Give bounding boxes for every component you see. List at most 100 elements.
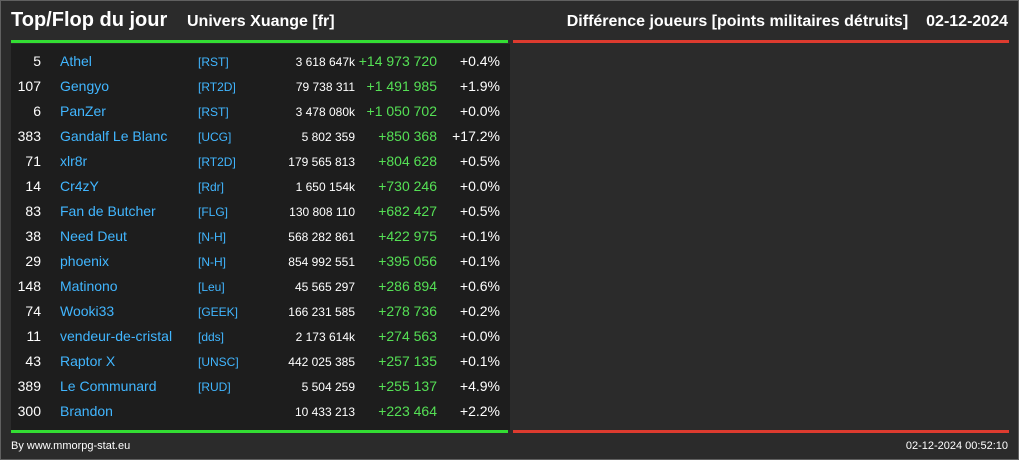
- player-name-link[interactable]: Brandon: [60, 403, 113, 419]
- points-cell: 568 282 861: [288, 230, 355, 244]
- top-divider-red: [513, 40, 1009, 43]
- percent-cell: +0.2%: [459, 303, 500, 319]
- percent-cell: +1.9%: [459, 78, 500, 94]
- difference-cell: +804 628: [378, 153, 437, 169]
- points-cell: 79 738 311: [295, 80, 355, 94]
- player-name-link[interactable]: xlr8r: [60, 153, 88, 169]
- table-row: 148 Matinono [Leu] 45 565 297 +286 894 +0.6%: [11, 273, 510, 298]
- metric-label: Différence joueurs [points militaires dé…: [566, 13, 909, 30]
- alliance-tag-link[interactable]: [GEEK]: [198, 305, 239, 319]
- points-cell: 854 992 551: [288, 255, 355, 269]
- table-row: 11 vendeur-de-cristal [dds] 2 173 614k +274 …: [11, 323, 510, 348]
- top-list: 5 Athel [RST] 3 618 647k +14 973 720 +0.4% 107…: [11, 44, 510, 430]
- player-name-link[interactable]: Wooki33: [60, 303, 115, 319]
- difference-cell: +274 563: [378, 328, 437, 344]
- rank-cell: 383: [17, 128, 41, 144]
- difference-cell: +1 050 702: [366, 103, 437, 119]
- player-name-link[interactable]: Gandalf Le Blanc: [60, 128, 168, 144]
- alliance-tag-link[interactable]: [UNSC]: [198, 355, 239, 369]
- alliance-tag-link[interactable]: [RST]: [198, 105, 229, 119]
- player-name-link[interactable]: Matinono: [60, 278, 118, 294]
- difference-cell: +1 491 985: [366, 78, 437, 94]
- player-name-link[interactable]: Fan de Butcher: [60, 203, 156, 219]
- difference-cell: +257 135: [378, 353, 437, 369]
- rank-cell: 38: [25, 228, 41, 244]
- bottom-divider-green: [11, 430, 508, 433]
- difference-cell: +682 427: [378, 203, 437, 219]
- table-row: 74 Wooki33 [GEEK] 166 231 585 +278 736 +0.2%: [11, 298, 510, 323]
- rank-cell: 83: [25, 203, 41, 219]
- table-row: 389 Le Communard [RUD] 5 504 259 +255 137 +4.…: [11, 373, 510, 398]
- percent-cell: +17.2%: [452, 128, 500, 144]
- alliance-tag-link[interactable]: [dds]: [198, 330, 225, 344]
- rank-cell: 29: [25, 253, 41, 269]
- difference-cell: +422 975: [378, 228, 437, 244]
- rank-cell: 11: [26, 328, 41, 344]
- table-row: 107 Gengyo [RT2D] 79 738 311 +1 491 985 +1.9%: [11, 73, 510, 98]
- difference-cell: +223 464: [378, 403, 437, 419]
- alliance-tag-link[interactable]: [N-H]: [198, 255, 226, 269]
- alliance-tag-link[interactable]: [Rdr]: [198, 180, 225, 194]
- percent-cell: +0.1%: [459, 353, 500, 369]
- player-name-link[interactable]: Raptor X: [60, 353, 116, 369]
- player-name-link[interactable]: PanZer: [60, 103, 106, 119]
- rank-cell: 74: [25, 303, 41, 319]
- rank-cell: 6: [33, 103, 41, 119]
- points-cell: 442 025 385: [288, 355, 355, 369]
- player-name-link[interactable]: phoenix: [60, 253, 110, 269]
- points-cell: 5 504 259: [301, 380, 355, 394]
- player-name-link[interactable]: vendeur-de-cristal: [60, 328, 173, 344]
- alliance-tag-link[interactable]: [RUD]: [198, 380, 231, 394]
- difference-cell: +14 973 720: [358, 53, 437, 69]
- player-name-link[interactable]: Gengyo: [60, 78, 110, 94]
- rank-cell: 107: [17, 78, 41, 94]
- difference-cell: +286 894: [378, 278, 437, 294]
- percent-cell: +0.0%: [459, 328, 500, 344]
- points-cell: 3 478 080k: [295, 105, 355, 119]
- rank-cell: 5: [33, 53, 41, 69]
- alliance-tag-link[interactable]: [N-H]: [198, 230, 226, 244]
- bottom-divider-red: [513, 430, 1009, 433]
- percent-cell: +0.5%: [459, 203, 500, 219]
- date-label: 02-12-2024: [926, 13, 1008, 30]
- footer-credit: By www.mmorpg-stat.eu: [11, 440, 131, 452]
- table-row: 300 Brandon 10 433 213 +223 464 +2.2%: [11, 398, 510, 423]
- alliance-tag-link[interactable]: [RST]: [198, 55, 229, 69]
- percent-cell: +4.9%: [459, 378, 500, 394]
- alliance-tag-link[interactable]: [RT2D]: [198, 155, 236, 169]
- rank-cell: 14: [25, 178, 41, 194]
- table-row: 83 Fan de Butcher [FLG] 130 808 110 +682 427…: [11, 198, 510, 223]
- table-row: 6 PanZer [RST] 3 478 080k +1 050 702 +0.0%: [11, 98, 510, 123]
- alliance-tag-link[interactable]: [RT2D]: [198, 80, 236, 94]
- rank-cell: 148: [17, 278, 41, 294]
- table-row: 29 phoenix [N-H] 854 992 551 +395 056 +0.1%: [11, 248, 510, 273]
- player-name-link[interactable]: Le Communard: [60, 378, 157, 394]
- percent-cell: +0.1%: [459, 253, 500, 269]
- player-name-link[interactable]: Cr4zY: [60, 178, 99, 194]
- flop-list: [513, 44, 1009, 430]
- points-cell: 3 618 647k: [295, 55, 355, 69]
- percent-cell: +0.6%: [459, 278, 500, 294]
- alliance-tag-link[interactable]: [UCG]: [198, 130, 232, 144]
- difference-cell: +395 056: [378, 253, 437, 269]
- percent-cell: +0.1%: [459, 228, 500, 244]
- points-cell: 5 802 359: [301, 130, 355, 144]
- alliance-tag-link[interactable]: [FLG]: [198, 205, 229, 219]
- table-row: 38 Need Deut [N-H] 568 282 861 +422 975 +0.1%: [11, 223, 510, 248]
- player-name-link[interactable]: Need Deut: [60, 228, 127, 244]
- points-cell: 45 565 297: [294, 280, 355, 294]
- player-name-link[interactable]: Athel: [60, 53, 92, 69]
- top-divider-green: [11, 40, 508, 43]
- difference-cell: +278 736: [378, 303, 437, 319]
- percent-cell: +0.5%: [459, 153, 500, 169]
- points-cell: 1 650 154k: [295, 180, 355, 194]
- percent-cell: +0.0%: [459, 178, 500, 194]
- points-cell: 130 808 110: [289, 205, 355, 219]
- percent-cell: +0.0%: [459, 103, 500, 119]
- percent-cell: +0.4%: [459, 53, 500, 69]
- difference-cell: +255 137: [378, 378, 437, 394]
- page-title: Top/Flop du jour: [11, 9, 168, 31]
- alliance-tag-link[interactable]: [Leu]: [198, 280, 225, 294]
- rank-cell: 71: [25, 153, 41, 169]
